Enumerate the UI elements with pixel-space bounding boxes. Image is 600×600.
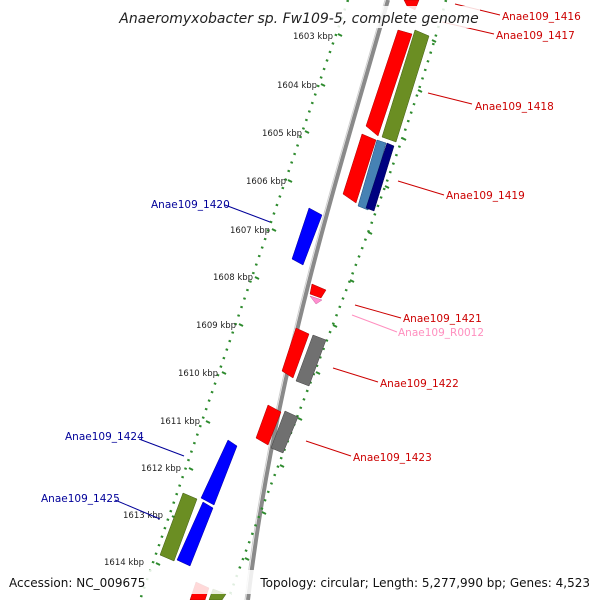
gene-label-anae109-1422[interactable]: Anae109_1422 [380, 378, 459, 390]
gene-anae109-1418[interactable] [381, 29, 430, 143]
gene-label-anae109-1416[interactable]: Anae109_1416 [502, 11, 581, 23]
gene-label-anae109-1423[interactable]: Anae109_1423 [353, 452, 432, 464]
gene-anae109-1419-red[interactable] [342, 133, 377, 204]
gene-label-anae109-1420[interactable]: Anae109_1420 [151, 199, 230, 211]
gene-anae109-1422[interactable] [295, 334, 327, 387]
title-backdrop [118, 6, 480, 28]
gene-label-anae109-1425[interactable]: Anae109_1425 [41, 493, 120, 505]
genome-backbone [246, 0, 390, 600]
tick-label-1604: 1604 kbp [277, 81, 317, 91]
gene-label-anae109-1424[interactable]: Anae109_1424 [65, 431, 144, 443]
tick-label-1613: 1613 kbp [123, 511, 163, 521]
topology-summary: Topology: circular; Length: 5,277,990 bp… [259, 576, 590, 590]
footer-backdrop [0, 570, 600, 594]
gene-label-anae109-r0012[interactable]: Anae109_R0012 [398, 327, 484, 339]
genome-backbone-highlight [244, 0, 386, 600]
gene-anae109-1424[interactable] [200, 439, 238, 506]
tick-label-1607: 1607 kbp [230, 226, 270, 236]
gene-anae109-1421[interactable] [309, 283, 327, 299]
gene-anae109-1422-red[interactable] [281, 327, 310, 379]
map-title: Anaeromyxobacter sp. Fw109-5, complete g… [118, 11, 478, 27]
gene-label-anae109-1418[interactable]: Anae109_1418 [475, 101, 554, 113]
gene-anae109-1423[interactable] [270, 410, 299, 454]
gene-anae109-1425[interactable] [176, 501, 214, 567]
gene-anae109-1423-red[interactable] [255, 404, 282, 446]
gene-anae109-1417[interactable] [365, 29, 413, 137]
tick-label-1611: 1611 kbp [160, 417, 200, 427]
tick-label-1609: 1609 kbp [196, 321, 236, 331]
gene-anae109-1419-navy[interactable] [365, 142, 395, 212]
gene-anae109-1419[interactable] [357, 139, 387, 211]
gene-label-anae109-1417[interactable]: Anae109_1417 [496, 30, 575, 42]
gene-label-anae109-1419[interactable]: Anae109_1419 [446, 190, 525, 202]
gene-label-anae109-1421[interactable]: Anae109_1421 [403, 313, 482, 325]
tick-label-1606: 1606 kbp [246, 177, 286, 187]
tick-label-1610: 1610 kbp [178, 369, 218, 379]
gene-anae109-1425-green[interactable] [159, 492, 198, 562]
gene-anae109-r0012[interactable] [309, 295, 323, 305]
tick-label-1614: 1614 kbp [104, 558, 144, 568]
gene-anae109-1420[interactable] [291, 207, 323, 266]
tick-label-1612: 1612 kbp [141, 464, 181, 474]
tick-label-1603: 1603 kbp [293, 32, 333, 42]
tick-label-1608: 1608 kbp [213, 273, 253, 283]
tick-label-1605: 1605 kbp [262, 129, 302, 139]
accession-text: Accession: NC_009675 [9, 576, 145, 590]
